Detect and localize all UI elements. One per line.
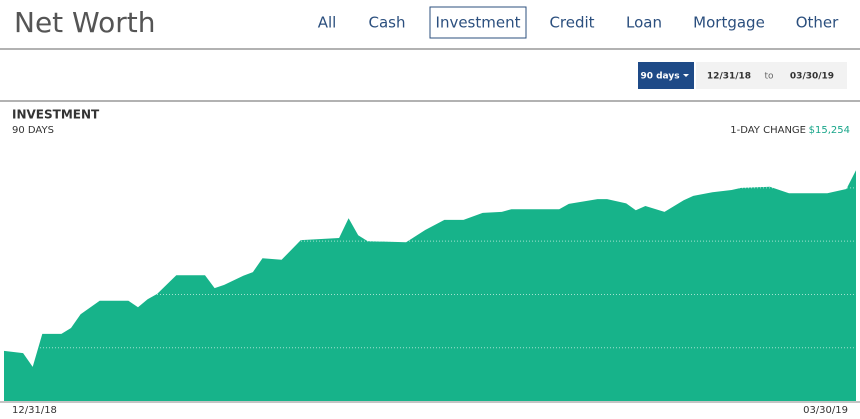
chart-title: INVESTMENT	[12, 108, 100, 122]
tab[interactable]: Other	[796, 14, 839, 32]
page-title: Net Worth	[14, 6, 155, 39]
plot: 12/31/18 03/30/19	[0, 170, 860, 416]
change-value: $15,254	[809, 125, 850, 136]
tab[interactable]: Cash	[369, 14, 406, 32]
chart-subtitle: 90 DAYS	[12, 125, 54, 136]
tab-bar: All Cash Investment Credit Loan Mortgage Other	[318, 6, 839, 39]
tab[interactable]: Mortgage	[693, 14, 765, 32]
tab[interactable]: Credit	[549, 14, 594, 32]
tab[interactable]: Loan	[626, 14, 662, 32]
range-button-label[interactable]: 90 days	[640, 72, 679, 82]
end-date[interactable]: 03/30/19	[790, 72, 834, 82]
date-separator: to	[764, 72, 774, 82]
investment-area	[4, 170, 856, 401]
tab[interactable]: Investment	[436, 14, 521, 32]
tab[interactable]: All	[318, 14, 337, 32]
date-range-box	[696, 62, 847, 89]
active-tab-box[interactable]	[429, 6, 527, 39]
x-axis-label: 03/30/19	[803, 405, 848, 416]
start-date[interactable]: 12/31/18	[707, 72, 751, 82]
x-axis-label: 12/31/18	[12, 405, 57, 416]
dropdown-caret	[683, 74, 689, 77]
change-label: 1-DAY CHANGE	[730, 125, 806, 136]
